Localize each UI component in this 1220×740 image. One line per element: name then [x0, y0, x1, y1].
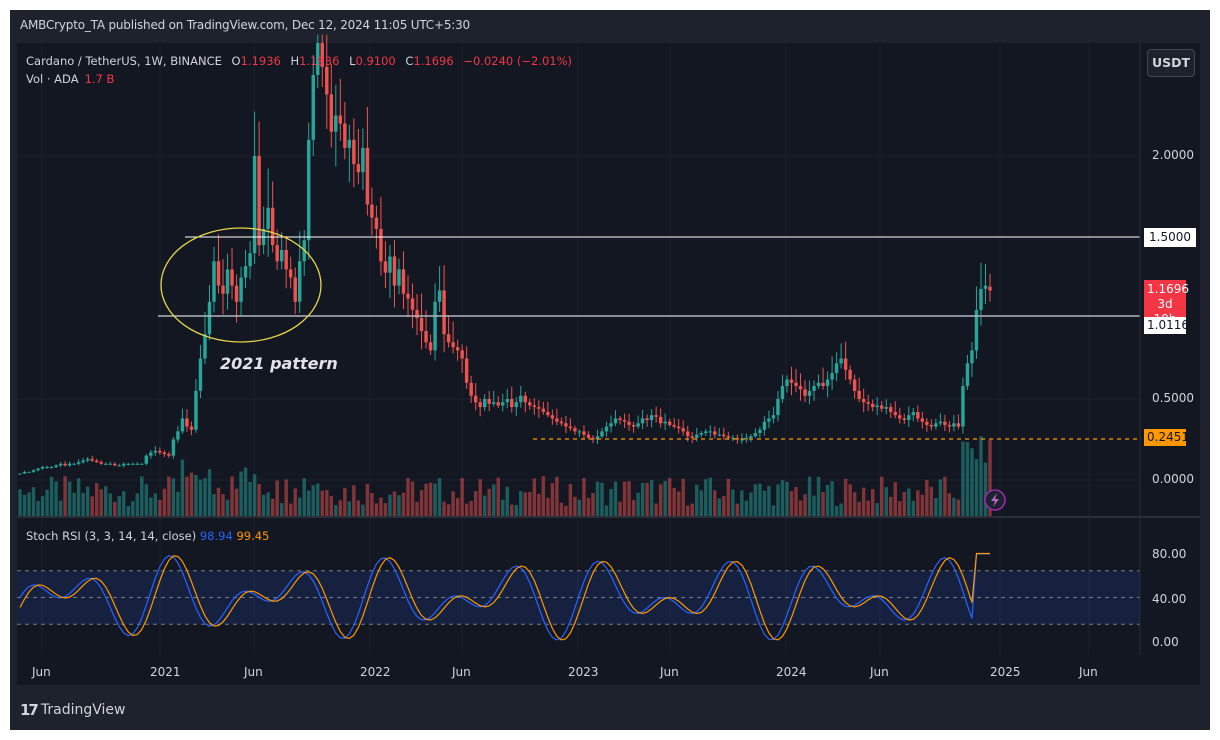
time-label: Jun [244, 665, 263, 679]
stoch-tick-40: 40.00 [1152, 592, 1187, 606]
annotation-text[interactable]: 2021 pattern [220, 354, 338, 373]
line-1500-tag: 1.5000 [1144, 228, 1196, 247]
last-price-value: 1.1696 [1147, 282, 1189, 296]
time-label: Jun [1079, 665, 1098, 679]
time-label: Jun [870, 665, 889, 679]
change-value: −0.0240 (−2.01%) [463, 54, 573, 68]
stoch-d-value: 99.45 [236, 529, 270, 543]
stoch-rsi-label: Stoch RSI (3, 3, 14, 14, close) [26, 529, 197, 543]
horizontal-lines[interactable] [158, 236, 1140, 440]
lightning-icon[interactable] [984, 489, 1006, 511]
price-tick-05: 0.5000 [1152, 391, 1194, 405]
grid-lines [17, 43, 1140, 655]
time-label: Jun [452, 665, 471, 679]
symbol-name: Cardano / TetherUS, 1W, BINANCE [26, 54, 222, 68]
support-tag: 0.2451 [1144, 429, 1189, 446]
stoch-k-value: 98.94 [199, 529, 233, 543]
volume-value: 1.7 B [84, 72, 115, 86]
time-label: 2024 [776, 665, 807, 679]
time-label: 2023 [568, 665, 599, 679]
open-label: O [231, 54, 241, 68]
currency-button[interactable]: USDT [1147, 49, 1195, 77]
open-value: 1.1936 [240, 54, 281, 68]
high-value: 1.1936 [299, 54, 340, 68]
candlesticks [18, 34, 992, 475]
time-label: Jun [660, 665, 679, 679]
stoch-rsi-pane [17, 552, 1140, 641]
volume-bars [18, 436, 992, 516]
price-tick-2: 2.0000 [1152, 148, 1194, 162]
brand-name: TradingView [40, 702, 126, 718]
published-info: AMBCrypto_TA published on TradingView.co… [20, 18, 470, 32]
time-label: 2021 [150, 665, 181, 679]
low-value: 0.9100 [355, 54, 396, 68]
stoch-tick-0: 0.00 [1152, 635, 1179, 649]
time-label: 2022 [360, 665, 391, 679]
close-value: 1.1696 [413, 54, 454, 68]
stoch-rsi-legend: Stoch RSI (3, 3, 14, 14, close) 98.94 99… [26, 529, 269, 543]
tradingview-logo-icon: 17 [20, 701, 39, 719]
low-label: L [349, 54, 356, 68]
chart-pane[interactable] [17, 43, 1200, 685]
annotation-ellipse[interactable] [160, 227, 322, 343]
time-label: Jun [32, 665, 51, 679]
volume-legend: Vol · ADA 1.7 B [26, 72, 114, 86]
close-label: C [405, 54, 414, 68]
volume-label: Vol · ADA [26, 72, 79, 86]
tradingview-brand[interactable]: 17 TradingView [20, 701, 125, 719]
high-label: H [290, 54, 300, 68]
time-label: 2025 [990, 665, 1021, 679]
price-tick-0: 0.0000 [1152, 472, 1194, 486]
line-10116-tag: 1.0116 [1144, 317, 1189, 334]
symbol-legend: Cardano / TetherUS, 1W, BINANCE O1.1936 … [26, 54, 572, 68]
stoch-tick-80: 80.00 [1152, 547, 1187, 561]
